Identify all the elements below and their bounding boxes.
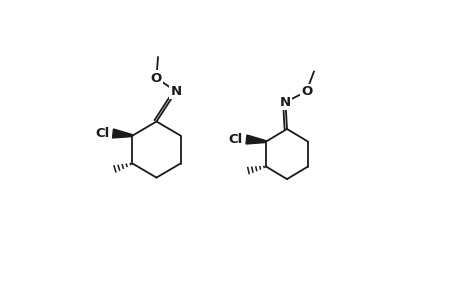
Text: Cl: Cl: [95, 127, 109, 140]
Polygon shape: [246, 135, 265, 144]
Text: N: N: [280, 95, 291, 109]
Text: Cl: Cl: [228, 133, 242, 146]
Text: O: O: [151, 71, 162, 85]
Text: N: N: [170, 85, 181, 98]
Text: O: O: [300, 85, 312, 98]
Polygon shape: [112, 129, 132, 138]
